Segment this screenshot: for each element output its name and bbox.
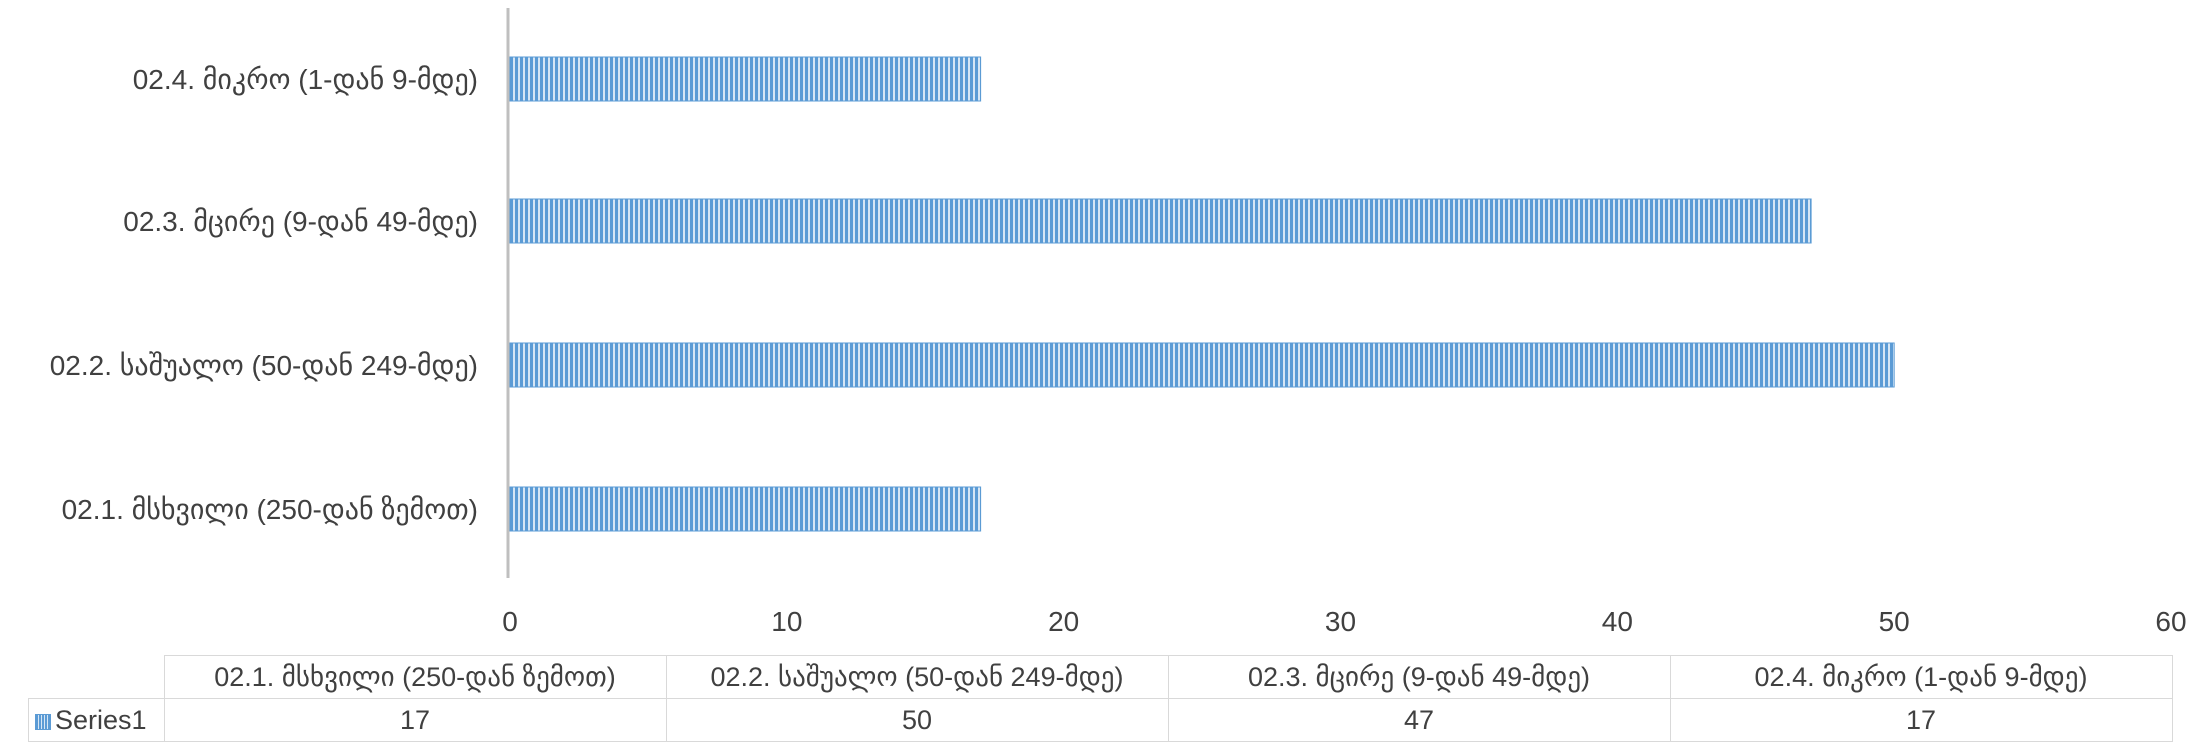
data-table-header-cell: 02.2. საშუალო (50-დან 249-მდე) [665, 655, 1169, 699]
x-tick-label: 20 [1048, 606, 1079, 637]
x-tick-label: 60 [2155, 606, 2186, 637]
category-label: 02.3. მცირე (9-დან 49-მდე) [123, 206, 478, 237]
x-tick-label: 0 [502, 606, 518, 637]
data-table: 02.1. მსხვილი (250-დან ზემოთ) 02.2. საშუ… [28, 655, 2173, 742]
data-table-series-row: Series1 17 50 47 17 [28, 698, 2173, 742]
x-tick-label: 30 [1325, 606, 1356, 637]
data-table-header-row: 02.1. მსხვილი (250-დან ზემოთ) 02.2. საშუ… [28, 655, 2173, 699]
x-tick-label: 10 [771, 606, 802, 637]
bar [509, 198, 1812, 244]
category-label: 02.4. მიკრო (1-დან 9-მდე) [133, 64, 478, 95]
x-tick-label: 50 [1879, 606, 1910, 637]
data-table-value: 17 [1669, 698, 2173, 742]
legend-key-icon [35, 713, 51, 730]
data-table-header-cell: 02.3. მცირე (9-დან 49-მდე) [1167, 655, 1671, 699]
bar [509, 342, 1895, 388]
category-label: 02.1. მსხვილი (250-დან ზემოთ) [62, 494, 478, 525]
data-table-header-cell: 02.1. მსხვილი (250-დან ზემოთ) [163, 655, 667, 699]
bar [509, 486, 982, 532]
data-table-value: 50 [665, 698, 1169, 742]
x-tick-label: 40 [1602, 606, 1633, 637]
bar [509, 56, 982, 102]
data-table-series-label: Series1 [28, 698, 165, 742]
data-table-corner [28, 655, 165, 699]
bar-chart: 02.1. მსხვილი (250-დან ზემოთ) 02.2. საშუა… [50, 8, 2187, 637]
data-table-value: 47 [1167, 698, 1671, 742]
data-table-value: 17 [163, 698, 667, 742]
data-table-header-cell: 02.4. მიკრო (1-დან 9-მდე) [1669, 655, 2173, 699]
category-label: 02.2. საშუალო (50-დან 249-მდე) [50, 350, 478, 381]
series-name: Series1 [55, 704, 147, 735]
